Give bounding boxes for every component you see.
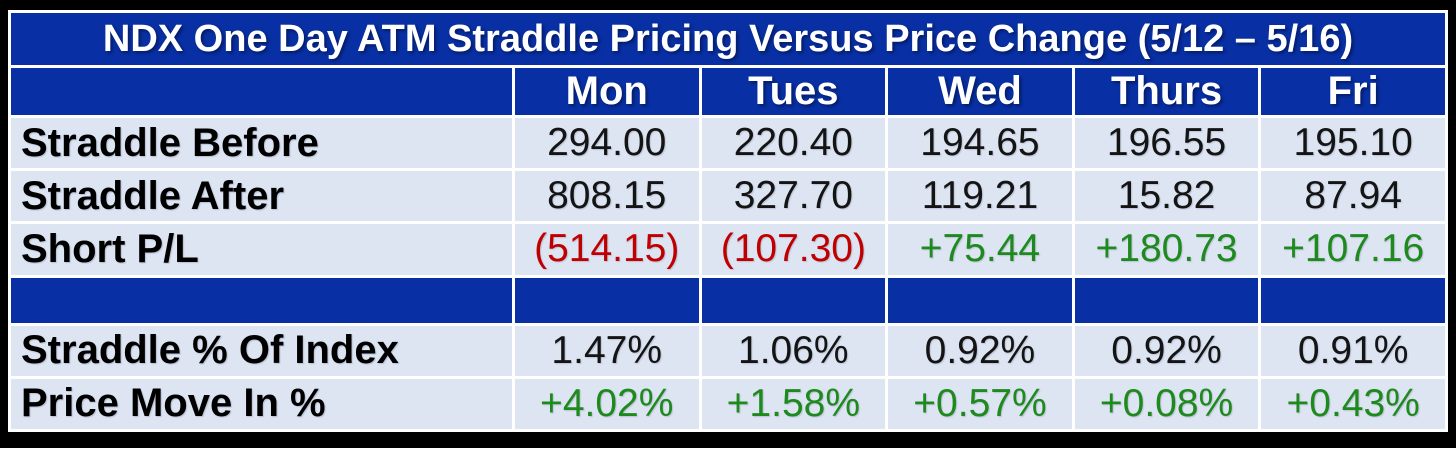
separator-cell bbox=[11, 277, 512, 323]
table-row-straddle-pct-of-index: Straddle % Of Index 1.47% 1.06% 0.92% 0.… bbox=[11, 325, 1445, 376]
value-cell-positive: +0.57% bbox=[888, 378, 1072, 429]
value-cell: 294.00 bbox=[514, 118, 699, 169]
value-cell: 195.10 bbox=[1261, 118, 1445, 169]
value-cell-positive: +0.08% bbox=[1074, 378, 1259, 429]
value-cell: 15.82 bbox=[1074, 171, 1259, 222]
value-cell: 194.65 bbox=[888, 118, 1072, 169]
column-header-row: Mon Tues Wed Thurs Fri bbox=[11, 68, 1445, 115]
value-cell: 87.94 bbox=[1261, 171, 1445, 222]
value-cell: 808.15 bbox=[514, 171, 699, 222]
separator-cell bbox=[701, 277, 886, 323]
title-row: NDX One Day ATM Straddle Pricing Versus … bbox=[11, 13, 1445, 65]
value-cell-positive: +0.43% bbox=[1261, 378, 1445, 429]
value-cell: 1.47% bbox=[514, 325, 699, 376]
value-cell: 0.92% bbox=[888, 325, 1072, 376]
value-cell-positive: +107.16 bbox=[1261, 224, 1445, 275]
row-label-short-pl: Short P/L bbox=[11, 224, 512, 275]
value-cell: 0.91% bbox=[1261, 325, 1445, 376]
table-row-price-move-in-pct: Price Move In % +4.02% +1.58% +0.57% +0.… bbox=[11, 378, 1445, 429]
corner-header-cell bbox=[11, 68, 512, 115]
value-cell-positive: +75.44 bbox=[888, 224, 1072, 275]
value-cell-positive: +4.02% bbox=[514, 378, 699, 429]
column-header-wed: Wed bbox=[888, 68, 1072, 115]
row-label-straddle-before: Straddle Before bbox=[11, 118, 512, 169]
table-row-short-pl: Short P/L (514.15) (107.30) +75.44 +180.… bbox=[11, 224, 1445, 275]
column-header-fri: Fri bbox=[1261, 68, 1445, 115]
value-cell-positive: +180.73 bbox=[1074, 224, 1259, 275]
value-cell: 196.55 bbox=[1074, 118, 1259, 169]
row-label-straddle-after: Straddle After bbox=[11, 171, 512, 222]
table-title: NDX One Day ATM Straddle Pricing Versus … bbox=[11, 13, 1445, 65]
separator-cell bbox=[888, 277, 1072, 323]
table-row-straddle-after: Straddle After 808.15 327.70 119.21 15.8… bbox=[11, 171, 1445, 222]
straddle-pricing-table: NDX One Day ATM Straddle Pricing Versus … bbox=[8, 10, 1448, 432]
column-header-tues: Tues bbox=[701, 68, 886, 115]
value-cell: 327.70 bbox=[701, 171, 886, 222]
row-label-straddle-pct-of-index: Straddle % Of Index bbox=[11, 325, 512, 376]
value-cell: 1.06% bbox=[701, 325, 886, 376]
value-cell-negative: (107.30) bbox=[701, 224, 886, 275]
separator-cell bbox=[1261, 277, 1445, 323]
value-cell: 0.92% bbox=[1074, 325, 1259, 376]
separator-row bbox=[11, 277, 1445, 323]
separator-cell bbox=[514, 277, 699, 323]
value-cell-positive: +1.58% bbox=[701, 378, 886, 429]
value-cell-negative: (514.15) bbox=[514, 224, 699, 275]
row-label-price-move-in-pct: Price Move In % bbox=[11, 378, 512, 429]
separator-cell bbox=[1074, 277, 1259, 323]
table-row-straddle-before: Straddle Before 294.00 220.40 194.65 196… bbox=[11, 118, 1445, 169]
column-header-mon: Mon bbox=[514, 68, 699, 115]
value-cell: 119.21 bbox=[888, 171, 1072, 222]
value-cell: 220.40 bbox=[701, 118, 886, 169]
column-header-thurs: Thurs bbox=[1074, 68, 1259, 115]
